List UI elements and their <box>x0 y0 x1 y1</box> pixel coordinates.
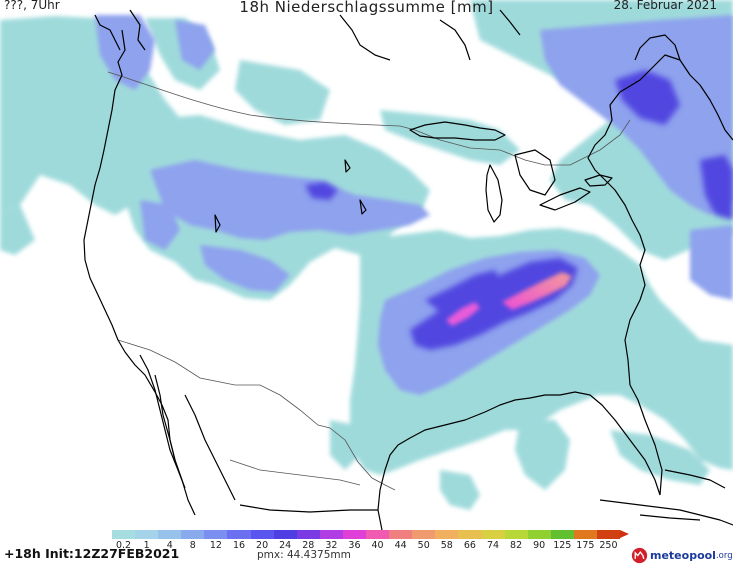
legend-tick-label: 250 <box>599 540 618 551</box>
legend-tick-label: 8 <box>189 540 196 551</box>
legend-tick-label: 40 <box>371 540 384 551</box>
legend-tick-label: 50 <box>417 540 430 551</box>
legend-arrow-icon <box>620 530 629 538</box>
legend-color-cell <box>135 530 159 539</box>
legend-tick-label: 175 <box>576 540 595 551</box>
forecast-date: 28. Februar 2021 <box>613 0 717 12</box>
political-borders <box>107 71 631 491</box>
legend-color-cell <box>273 530 297 539</box>
legend-tick-label: 0.2 <box>115 540 132 551</box>
meteopool-logo-icon <box>631 547 648 564</box>
legend-tick-label: 90 <box>533 540 546 551</box>
valid-time-label: ???, 7Uhr <box>4 0 60 12</box>
legend-tick-label: 16 <box>232 540 246 551</box>
legend-tick-label: 24 <box>279 540 292 551</box>
legend-tick-label: 66 <box>463 540 476 551</box>
precipitation-legend <box>112 530 621 539</box>
legend-color-cell <box>504 530 528 539</box>
legend-color-cell <box>342 530 367 539</box>
legend-color-cell <box>296 530 320 539</box>
legend-color-cell <box>527 530 551 539</box>
brand-suffix: .org <box>715 550 733 561</box>
legend-color-cell <box>366 530 390 539</box>
legend-color-cell <box>181 530 205 539</box>
legend-tick-label: 28 <box>302 540 315 551</box>
legend-tick-label: 4 <box>166 540 173 551</box>
legend-color-cell <box>412 530 436 539</box>
legend-tick-label: 82 <box>510 540 523 551</box>
brand-name: meteopool <box>650 549 716 562</box>
max-precip-label: pmx: 44.4375mm <box>257 549 351 561</box>
legend-color-cell <box>481 530 505 539</box>
legend-color-cell <box>550 530 574 539</box>
run-info-label: +18h Init:12Z27FEB2021 <box>4 546 180 561</box>
meteopool-logo[interactable]: meteopool .org <box>631 547 733 564</box>
legend-color-cell <box>204 530 228 539</box>
legend-color-cell <box>112 530 136 539</box>
legend-tick-labels: 0.2 1 4 8 12 16 20 24 28 32 36 40 44 50 58 66 74 82 90 125 1… <box>112 540 632 552</box>
precip-heavy-layer <box>305 70 733 350</box>
legend-color-cell <box>319 530 343 539</box>
legend-tick-label: 74 <box>486 540 500 551</box>
legend-tick-label: 1 <box>143 540 150 551</box>
legend-tick-label: 44 <box>394 540 407 551</box>
precip-max-layer <box>446 272 572 326</box>
legend-color-cell <box>389 530 413 539</box>
legend-color-cell <box>573 530 597 539</box>
map-title: 18h Niederschlagssumme [mm] <box>239 0 494 16</box>
coastlines <box>83 9 733 531</box>
legend-tick-label: 20 <box>256 540 269 551</box>
legend-tick-label: 32 <box>325 540 338 551</box>
legend-color-cell <box>458 530 482 539</box>
legend-color-cell <box>227 530 251 539</box>
legend-tick-label: 125 <box>553 540 572 551</box>
legend-color-cell <box>250 530 274 539</box>
legend-tick-label: 12 <box>209 540 222 551</box>
legend-color-cell <box>435 530 459 539</box>
legend-tick-label: 58 <box>440 540 453 551</box>
legend-tick-label: 36 <box>348 540 361 551</box>
legend-color-cell <box>596 530 621 539</box>
legend-color-cell <box>158 530 182 539</box>
